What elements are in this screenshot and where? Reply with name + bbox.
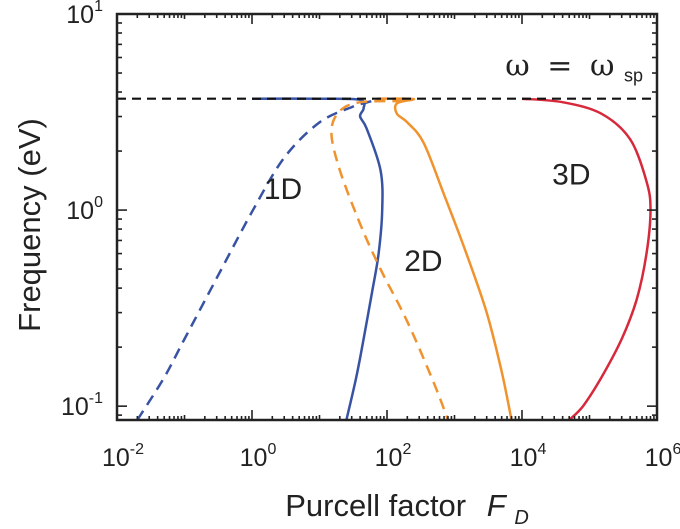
tick-base: 10	[61, 393, 89, 421]
x-tick-label: 100	[240, 441, 277, 472]
x-tick-label: 102	[375, 441, 412, 472]
tick-base: 10	[375, 444, 403, 472]
series-2d-dashed-curve	[330, 97, 450, 421]
tick-base: 10	[66, 197, 94, 225]
tick-exponent: 0	[94, 194, 103, 211]
series-label-2d: 2D	[404, 245, 442, 278]
tick-base: 10	[240, 444, 268, 472]
series-label-3d: 3D	[552, 159, 590, 192]
y-tick-label: 100	[66, 194, 103, 225]
tick-base: 10	[66, 1, 94, 29]
series-3d-solid-curve	[521, 97, 652, 421]
tick-base: 10	[102, 444, 130, 472]
series-1d-solid-curve	[251, 97, 384, 421]
tick-exponent: 1	[94, 0, 103, 15]
x-axis-label-text: Purcell factor	[285, 488, 466, 523]
y-axis-label: Frequency (eV)	[12, 118, 47, 332]
annotation-rhs-subscript: sp	[624, 66, 643, 86]
tick-exponent: 2	[402, 441, 411, 458]
annotation-rhs: ω	[590, 49, 614, 84]
x-axis-symbol: F	[487, 488, 508, 523]
tick-base: 10	[510, 444, 538, 472]
series-1d-dashed-curve	[136, 97, 378, 421]
tick-exponent: -1	[89, 390, 103, 407]
annotation-equals: =	[547, 49, 572, 84]
y-tick-label: 101	[66, 0, 103, 29]
data-series-group	[136, 97, 652, 421]
x-axis-label: Purcell factor F D	[285, 488, 529, 529]
y-tick-label: 10-1	[61, 390, 103, 421]
omega-sp-annotation: ω = ω sp	[505, 49, 643, 86]
tick-exponent: 6	[672, 441, 680, 458]
x-axis-subscript: D	[514, 507, 528, 529]
annotation-lhs: ω	[505, 49, 529, 84]
axis-ticks-group	[116, 13, 658, 420]
x-tick-label: 104	[510, 441, 547, 472]
x-tick-label: 106	[645, 441, 680, 472]
series-labels-group: 1D 2D 3D	[264, 159, 591, 278]
tick-exponent: 0	[267, 441, 276, 458]
series-2d-solid-curve	[392, 97, 513, 421]
tick-exponent: -2	[130, 441, 144, 458]
tick-exponent: 4	[537, 441, 546, 458]
series-label-1d: 1D	[264, 173, 302, 206]
x-tick-label: 10-2	[102, 441, 144, 472]
tick-base: 10	[645, 444, 673, 472]
